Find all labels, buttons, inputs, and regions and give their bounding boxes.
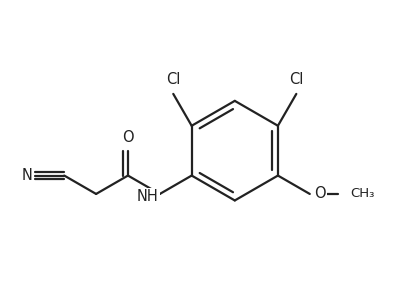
Text: Cl: Cl [166,72,180,86]
Text: Cl: Cl [289,72,304,86]
Text: CH₃: CH₃ [351,187,375,200]
Text: N: N [22,168,33,183]
Text: NH: NH [136,189,158,204]
Text: O: O [314,186,326,202]
Text: O: O [122,130,134,145]
